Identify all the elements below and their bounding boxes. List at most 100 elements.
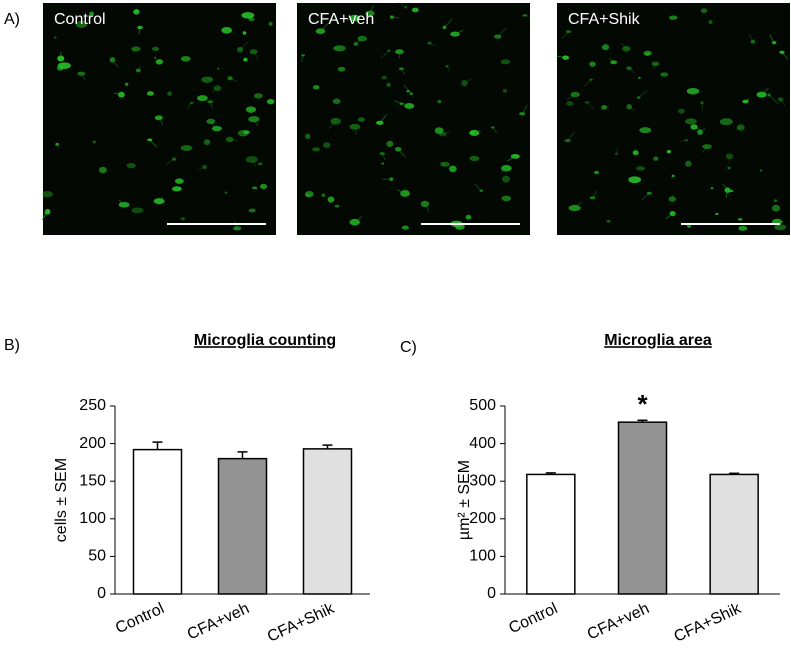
cell: [501, 195, 511, 202]
process: [247, 13, 253, 16]
x-tick-label: Control: [113, 600, 167, 637]
process: [446, 65, 451, 73]
process: [685, 224, 690, 227]
cell: [632, 150, 639, 156]
cell: [248, 208, 256, 213]
panel-label: A): [4, 11, 20, 28]
y-axis-label: µm² ± SEM: [456, 460, 473, 540]
process: [400, 101, 410, 107]
process: [780, 99, 786, 107]
bar: [526, 473, 576, 595]
cell: [660, 72, 669, 77]
cell: [708, 19, 713, 25]
cell: [409, 92, 413, 96]
cell: [213, 85, 222, 92]
cell: [771, 204, 780, 212]
cell: [434, 127, 444, 134]
cell: [760, 169, 763, 172]
cell: [589, 78, 593, 81]
cell: [54, 36, 57, 39]
process: [701, 102, 703, 111]
x-tick-label: Control: [506, 600, 560, 637]
cell: [55, 142, 60, 146]
cell: [236, 46, 244, 53]
cell: [636, 96, 641, 100]
process: [507, 155, 516, 162]
cell: [387, 49, 391, 52]
process: [592, 190, 598, 199]
process: [631, 177, 635, 181]
cell: [522, 14, 528, 17]
y-tick-label: 250: [79, 397, 106, 414]
process: [474, 130, 481, 134]
cell: [666, 149, 671, 154]
y-tick-label: 100: [469, 548, 496, 565]
cell: [622, 45, 631, 52]
cell: [379, 151, 386, 156]
x-tick-label: CFA+veh: [585, 600, 652, 643]
process: [557, 55, 566, 59]
cell: [312, 85, 320, 90]
process: [464, 77, 474, 84]
cell: [684, 139, 689, 142]
cell: [217, 67, 220, 70]
micrograph: CFA+Shik: [557, 3, 790, 235]
cell: [201, 76, 214, 83]
cell: [330, 117, 341, 125]
cell: [180, 144, 193, 152]
cell: [386, 140, 394, 148]
cell: [211, 125, 222, 132]
process: [561, 31, 569, 39]
process: [586, 102, 595, 111]
cell: [254, 93, 263, 99]
process: [393, 99, 402, 105]
cell: [615, 152, 618, 156]
cell: [206, 118, 216, 125]
cell: [203, 139, 211, 146]
cell: [427, 41, 432, 45]
cell: [357, 35, 367, 42]
cell: [349, 14, 361, 22]
process: [251, 159, 257, 167]
cell: [243, 57, 248, 62]
process: [768, 94, 779, 105]
process: [254, 187, 258, 190]
cell: [700, 8, 708, 14]
cell: [719, 118, 733, 126]
cell: [773, 199, 778, 203]
cell: [197, 95, 208, 102]
cell: [669, 15, 678, 20]
cell: [146, 91, 154, 96]
cell: [626, 66, 632, 71]
process: [226, 29, 228, 31]
cell: [305, 190, 314, 198]
cell: [349, 123, 361, 130]
process: [320, 22, 329, 32]
cell: [636, 166, 645, 171]
cell: [125, 82, 129, 86]
y-tick-label: 200: [79, 435, 106, 452]
process: [769, 34, 775, 43]
y-tick-label: 200: [469, 510, 496, 527]
process: [615, 147, 619, 154]
cell: [41, 191, 53, 198]
cell: [334, 204, 340, 208]
process: [209, 101, 214, 109]
process: [638, 90, 648, 98]
cell: [398, 67, 404, 71]
cell: [207, 100, 214, 104]
y-tick-label: 0: [487, 585, 496, 602]
process: [665, 213, 673, 220]
process: [722, 183, 732, 192]
process: [567, 131, 575, 141]
cell: [584, 101, 590, 104]
y-tick-label: 400: [469, 435, 496, 452]
process: [397, 148, 406, 158]
cell: [89, 11, 95, 16]
process: [253, 51, 259, 60]
cell: [312, 147, 320, 152]
cell: [651, 61, 660, 67]
cell: [653, 156, 659, 161]
process: [583, 79, 592, 88]
cell: [668, 196, 677, 202]
